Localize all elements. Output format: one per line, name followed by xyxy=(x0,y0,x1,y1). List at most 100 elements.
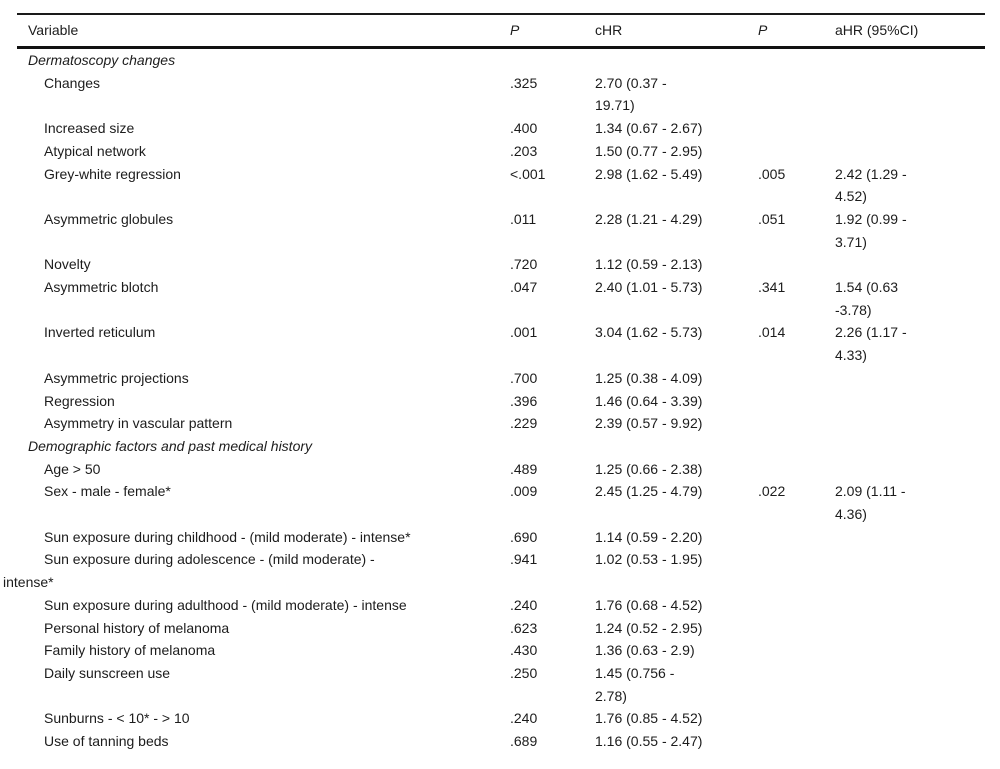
chr-cell: 2.70 (0.37 - 19.71) xyxy=(595,74,667,114)
crude-p-cell: .203 xyxy=(510,142,538,159)
adjusted-p-cell: .014 xyxy=(758,324,786,341)
ahr-cell: 1.54 (0.63 -3.78) xyxy=(835,279,899,318)
variable-cell: Dermatoscopy changes xyxy=(28,52,176,68)
variable-cell: Sun exposure during adolescence - (mild … xyxy=(3,551,375,591)
table-row: Asymmetric projections .700 1.25 (0.38 - 4… xyxy=(17,367,985,390)
table-row: Asymmetry in vascular pattern .229 2.39 (0… xyxy=(17,412,985,435)
crude-p-cell: .229 xyxy=(510,415,538,432)
variable-cell: Grey-white regression xyxy=(44,165,181,182)
crude-p-cell: .001 xyxy=(510,324,538,341)
variable-cell: Sun exposure during adulthood - (mild mo… xyxy=(44,596,407,613)
chr-cell: 1.16 (0.55 - 2.47) xyxy=(595,733,703,750)
variable-cell: Family history of melanoma xyxy=(44,642,216,659)
chr-cell: 1.14 (0.59 - 2.20) xyxy=(595,528,703,545)
chr-cell: 1.12 (0.59 - 2.13) xyxy=(595,256,703,273)
chr-cell: 2.28 (1.21 - 4.29) xyxy=(595,210,703,227)
table-row: Inverted reticulum .001 3.04 (1.62 - 5.73)… xyxy=(17,321,985,366)
crude-p-cell: .240 xyxy=(510,710,538,727)
crude-p-cell: .400 xyxy=(510,120,538,137)
table-row: Asymmetric globules .011 2.28 (1.21 - 4.29… xyxy=(17,208,985,253)
crude-p-cell: .396 xyxy=(510,392,538,409)
variable-cell: Inverted reticulum xyxy=(44,324,156,341)
section-row: Dermatoscopy changes xyxy=(17,49,985,72)
crude-p-cell: .240 xyxy=(510,596,538,613)
table-row: Personal history of melanoma .623 1.24 (0.… xyxy=(17,617,985,640)
variable-cell: Personal history of melanoma xyxy=(44,619,230,636)
table-row: Asymmetric blotch .047 2.40 (1.01 - 5.73).… xyxy=(17,276,985,321)
adjusted-p-cell: .051 xyxy=(758,210,786,227)
crude-p-cell: .720 xyxy=(510,256,538,273)
variable-cell: Asymmetric blotch xyxy=(44,279,159,296)
chr-cell: 1.76 (0.85 - 4.52) xyxy=(595,710,703,727)
crude-p-cell: .623 xyxy=(510,619,538,636)
variable-cell: Sex - male - female* xyxy=(44,483,171,500)
table-row: Sun exposure during adolescence - (mild … xyxy=(3,548,985,593)
variable-cell: Sun exposure during childhood - (mild mo… xyxy=(44,528,411,545)
variable-cell: Asymmetric projections xyxy=(44,369,189,386)
table-body: Dermatoscopy changes Changes .325 2.70 (0.3… xyxy=(3,49,985,753)
chr-cell: 1.34 (0.67 - 2.67) xyxy=(595,120,703,137)
variable-cell: Demographic factors and past medical his… xyxy=(28,437,313,454)
ahr-cell: 2.26 (1.17 - 4.33) xyxy=(835,324,907,364)
chr-cell: 1.50 (0.77 - 2.95) xyxy=(595,142,703,159)
chr-cell: 1.76 (0.68 - 4.52) xyxy=(595,596,703,613)
table-row: Regression .396 1.46 (0.64 - 3.39) xyxy=(17,390,985,413)
chr-cell: 2.98 (1.62 - 5.49) xyxy=(595,165,703,182)
table-row: Sunburns - < 10* - > 10 .240 1.76 (0.85 - … xyxy=(17,707,985,730)
chr-cell: 1.25 (0.38 - 4.09) xyxy=(595,369,703,386)
table-row: Increased size .400 1.34 (0.67 - 2.67) xyxy=(17,117,985,140)
variable-cell: Age > 50 xyxy=(44,460,101,477)
adjusted-p-cell: .005 xyxy=(758,165,786,182)
table-row: Daily sunscreen use .250 1.45 (0.756 - 2.7… xyxy=(17,662,985,707)
variable-cell: Increased size xyxy=(44,120,135,137)
crude-p-cell: .009 xyxy=(510,483,538,500)
crude-p-cell: .325 xyxy=(510,74,538,91)
crude-p-cell: .250 xyxy=(510,664,538,681)
crude-p-cell: <.001 xyxy=(510,165,546,182)
variable-cell: Atypical network xyxy=(44,142,146,159)
variable-cell: Sunburns - < 10* - > 10 xyxy=(44,710,190,727)
column-header-ahr: aHR (95%CI) xyxy=(835,22,919,38)
crude-p-cell: .047 xyxy=(510,279,538,296)
variable-cell: Asymmetry in vascular pattern xyxy=(44,415,233,432)
column-header-crude-p: P xyxy=(510,22,520,38)
table-row: Sun exposure during adulthood - (mild mo… xyxy=(17,594,985,617)
column-header-variable: Variable xyxy=(28,22,79,38)
crude-p-cell: .689 xyxy=(510,733,538,750)
table-row: Age > 50 .489 1.25 (0.66 - 2.38) xyxy=(17,458,985,481)
variable-cell: Novelty xyxy=(44,256,91,273)
table-row: Use of tanning beds .689 1.16 (0.55 - 2.47… xyxy=(17,730,985,753)
ahr-cell: 2.42 (1.29 - 4.52) xyxy=(835,165,907,205)
ahr-cell: 2.09 (1.11 - 4.36) xyxy=(835,483,906,523)
chr-cell: 1.02 (0.53 - 1.95) xyxy=(595,551,703,568)
table-row: Atypical network .203 1.50 (0.77 - 2.95) xyxy=(17,140,985,163)
variable-cell: Changes xyxy=(44,74,101,91)
chr-cell: 2.40 (1.01 - 5.73) xyxy=(595,279,703,296)
chr-cell: 2.39 (0.57 - 9.92) xyxy=(595,415,703,432)
column-header-adjusted-p: P xyxy=(758,22,768,38)
table-row: Sex - male - female* .009 2.45 (1.25 - 4.7… xyxy=(17,480,985,525)
variable-cell: Daily sunscreen use xyxy=(44,664,171,681)
chr-cell: 1.36 (0.63 - 2.9) xyxy=(595,642,695,659)
chr-cell: 3.04 (1.62 - 5.73) xyxy=(595,324,703,341)
table-row: Sun exposure during childhood - (mild mo… xyxy=(17,526,985,549)
variable-cell: Regression xyxy=(44,392,115,409)
chr-cell: 1.24 (0.52 - 2.95) xyxy=(595,619,703,636)
table-row: Novelty .720 1.12 (0.59 - 2.13) xyxy=(17,253,985,276)
crude-p-cell: .941 xyxy=(510,551,538,568)
variable-cell: Use of tanning beds xyxy=(44,733,169,750)
table-row: Changes .325 2.70 (0.37 - 19.71) xyxy=(17,72,985,117)
crude-p-cell: .700 xyxy=(510,369,538,386)
hazard-ratio-table: Variable P cHR P aHR (95%CI) Dermatoscop… xyxy=(3,13,985,753)
adjusted-p-cell: .022 xyxy=(758,483,786,500)
chr-cell: 2.45 (1.25 - 4.79) xyxy=(595,483,703,500)
chr-cell: 1.46 (0.64 - 3.39) xyxy=(595,392,703,409)
adjusted-p-cell: .341 xyxy=(758,279,786,296)
column-header-chr: cHR xyxy=(595,22,623,38)
variable-cell: Asymmetric globules xyxy=(44,210,174,227)
crude-p-cell: .489 xyxy=(510,460,538,477)
crude-p-cell: .690 xyxy=(510,528,538,545)
section-row: Demographic factors and past medical his… xyxy=(17,435,985,458)
table-row: Family history of melanoma .430 1.36 (0.63… xyxy=(17,639,985,662)
chr-cell: 1.45 (0.756 - 2.78) xyxy=(595,664,675,704)
